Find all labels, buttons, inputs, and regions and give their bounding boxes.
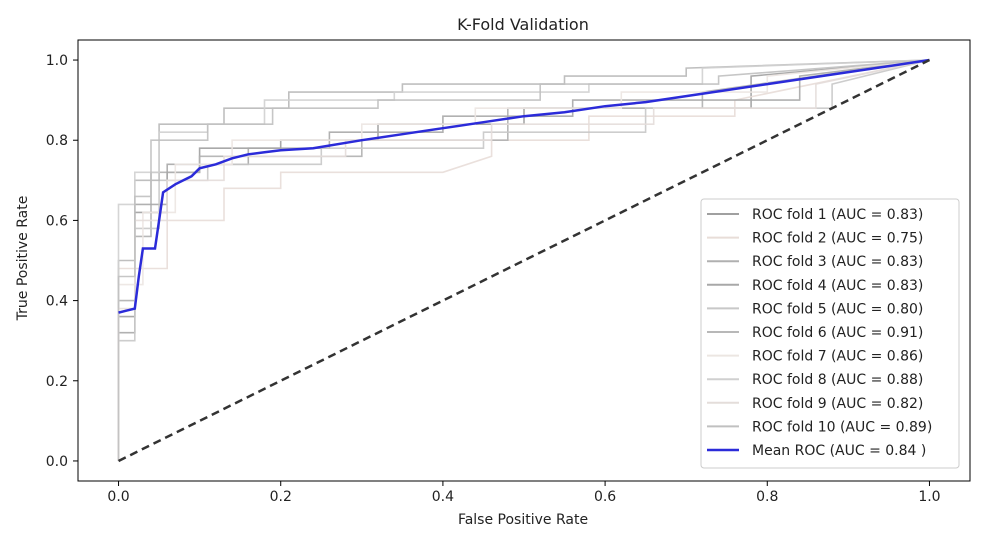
- chance-line: [117, 58, 931, 463]
- legend-label: ROC fold 1 (AUC = 0.83): [752, 207, 923, 223]
- y-tick-label: 0.8: [46, 133, 68, 149]
- y-tick-label: 0.2: [46, 374, 68, 390]
- roc-fold-10-line: [117, 59, 930, 461]
- legend-label: ROC fold 4 (AUC = 0.83): [752, 278, 923, 294]
- legend-label: ROC fold 3 (AUC = 0.83): [752, 254, 923, 270]
- legend-label: ROC fold 8 (AUC = 0.88): [752, 372, 923, 388]
- legend: ROC fold 1 (AUC = 0.83) ROC fold 2 (AUC =…: [700, 198, 960, 469]
- legend-label: ROC fold 2 (AUC = 0.75): [752, 231, 923, 247]
- plot-lines: [117, 58, 931, 463]
- y-tick-label: 0.6: [46, 213, 68, 229]
- x-tick-label: 0.0: [107, 489, 129, 505]
- legend-label: ROC fold 10 (AUC = 0.89): [752, 419, 932, 435]
- x-tick-label: 0.2: [270, 489, 292, 505]
- y-axis-label: True Positive Rate: [15, 196, 31, 322]
- legend-label: ROC fold 6 (AUC = 0.91): [752, 325, 923, 341]
- chart-title: K-Fold Validation: [457, 15, 589, 34]
- y-ticks: 0.0 0.2 0.4 0.6 0.8 1.0: [46, 53, 78, 470]
- roc-fold-2-line: [117, 59, 930, 461]
- x-tick-label: 1.0: [918, 489, 940, 505]
- y-tick-label: 0.0: [46, 454, 68, 470]
- x-tick-label: 0.6: [594, 489, 616, 505]
- x-axis-label: False Positive Rate: [458, 512, 588, 528]
- legend-label: ROC fold 5 (AUC = 0.80): [752, 301, 923, 317]
- legend-label: ROC fold 9 (AUC = 0.82): [752, 396, 923, 412]
- x-tick-label: 0.8: [756, 489, 778, 505]
- legend-label: Mean ROC (AUC = 0.84 ): [752, 443, 926, 459]
- y-tick-label: 1.0: [46, 53, 68, 69]
- plot-frame: [77, 39, 971, 482]
- legend-label: ROC fold 7 (AUC = 0.86): [752, 349, 923, 365]
- mean-roc-line: [118, 58, 930, 314]
- x-tick-label: 0.4: [432, 489, 454, 505]
- x-ticks: 0.0 0.2 0.4 0.6 0.8 1.0: [107, 481, 941, 505]
- legend-box: [700, 198, 960, 469]
- y-tick-label: 0.4: [46, 294, 68, 310]
